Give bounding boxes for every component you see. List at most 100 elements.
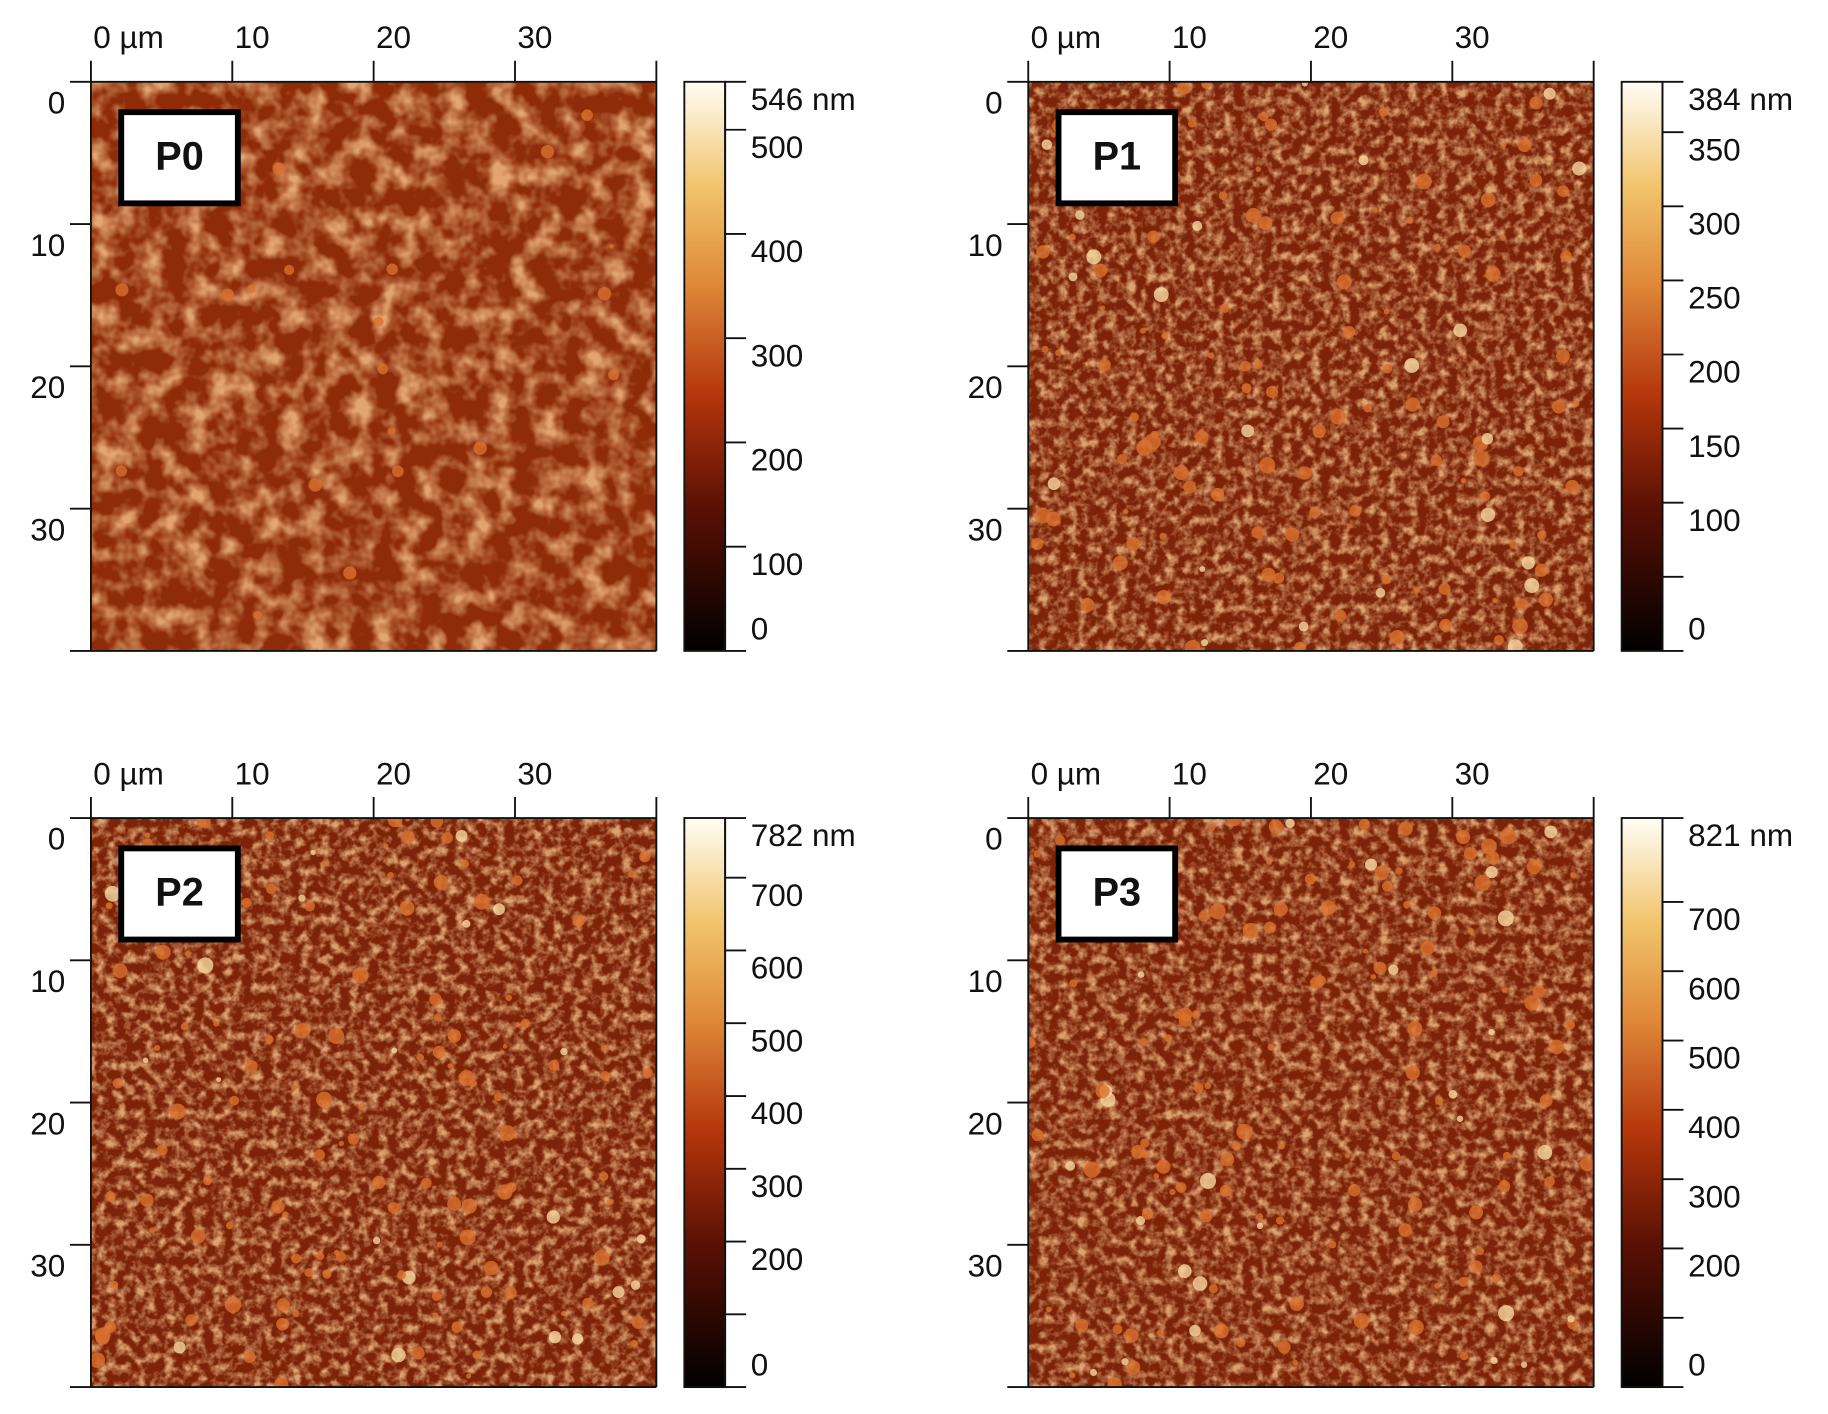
grain [142, 1057, 149, 1064]
grain [581, 109, 594, 121]
grain [474, 894, 490, 910]
grain [1517, 138, 1532, 152]
colorbar-tick-label: 0 [1688, 610, 1706, 646]
grain [1480, 491, 1491, 502]
grain [372, 1236, 381, 1245]
grain [1570, 872, 1577, 879]
colorbar-tick-label: 300 [751, 337, 803, 373]
colorbar-tick-label: 150 [1688, 428, 1740, 464]
y-tick-label: 10 [30, 227, 65, 263]
grain [461, 859, 470, 868]
grain [1390, 630, 1405, 645]
grain [1526, 859, 1542, 875]
grain [154, 1044, 161, 1052]
grain [1169, 1188, 1176, 1196]
grain [1534, 563, 1549, 577]
grain [140, 1193, 154, 1207]
grain [1278, 1142, 1286, 1150]
grain [1343, 325, 1356, 338]
colorbar [683, 80, 727, 652]
grain [184, 950, 191, 957]
x-tick-label: 10 [1172, 19, 1207, 55]
grain [185, 1314, 197, 1326]
grain [328, 1028, 345, 1045]
grain [401, 830, 415, 844]
grain [112, 963, 128, 979]
grain [1539, 1094, 1553, 1108]
grain [1159, 532, 1167, 540]
grain [1439, 618, 1453, 632]
grain [1485, 866, 1498, 879]
grain [606, 1199, 613, 1206]
colorbar-tick-label: 200 [1688, 1248, 1740, 1284]
grain [304, 901, 316, 912]
grain [1378, 107, 1389, 117]
grain [198, 818, 211, 828]
grain [431, 1291, 442, 1301]
panel-label: P3 [1093, 871, 1141, 915]
grain [1189, 1324, 1201, 1337]
grain [572, 914, 586, 927]
grain [1285, 818, 1295, 829]
grain [1141, 1149, 1150, 1159]
grain [1075, 210, 1085, 220]
grain [1456, 1115, 1464, 1122]
grain [110, 1280, 119, 1289]
grain [1256, 1222, 1264, 1230]
grain [1430, 969, 1438, 978]
grain [1513, 466, 1524, 477]
grain [1095, 1084, 1110, 1099]
grain [1498, 1180, 1511, 1193]
grain [1268, 819, 1283, 834]
grain [412, 1346, 425, 1360]
grain [1474, 874, 1491, 891]
grain [1195, 430, 1209, 445]
grain [1458, 1276, 1469, 1287]
grain [1276, 1216, 1285, 1225]
grain [225, 1221, 234, 1230]
grain [377, 363, 389, 375]
grain [609, 244, 614, 249]
colorbar-tick-label: 400 [751, 1095, 803, 1131]
grain [1349, 504, 1361, 517]
grain [1438, 582, 1451, 595]
y-tick-label: 30 [968, 511, 1003, 547]
grain [1126, 536, 1140, 551]
grain [1156, 1159, 1171, 1174]
grain [1544, 1176, 1555, 1187]
grain [1055, 349, 1062, 356]
grain [1370, 974, 1377, 980]
x-tick-label: 0 µm [1031, 755, 1102, 791]
grain [1140, 1138, 1150, 1148]
grain [560, 1311, 566, 1317]
grain [224, 1296, 242, 1314]
grain [432, 1045, 446, 1059]
grain [1556, 349, 1570, 363]
colorbar [683, 817, 727, 1389]
grain [493, 903, 505, 916]
grain [1033, 850, 1041, 858]
grain [1069, 233, 1076, 241]
grain [630, 1280, 641, 1290]
grain [1177, 1264, 1192, 1278]
grain [1330, 211, 1344, 225]
grain [608, 369, 620, 381]
y-tick-label: 30 [30, 511, 65, 547]
grain [276, 1298, 290, 1312]
grain [1264, 118, 1278, 131]
grain [612, 1286, 625, 1299]
grain [1292, 1359, 1298, 1366]
grain [480, 1286, 493, 1298]
grain [1259, 111, 1269, 122]
grain [1403, 900, 1411, 909]
colorbar-tick-label: 0 [751, 610, 769, 646]
grain [1080, 598, 1095, 613]
grain [104, 885, 121, 902]
grain [1218, 191, 1228, 201]
grain [1448, 1090, 1458, 1099]
grain [210, 837, 216, 843]
grain [1208, 1284, 1218, 1294]
grain [387, 818, 403, 828]
grain [1211, 487, 1225, 502]
